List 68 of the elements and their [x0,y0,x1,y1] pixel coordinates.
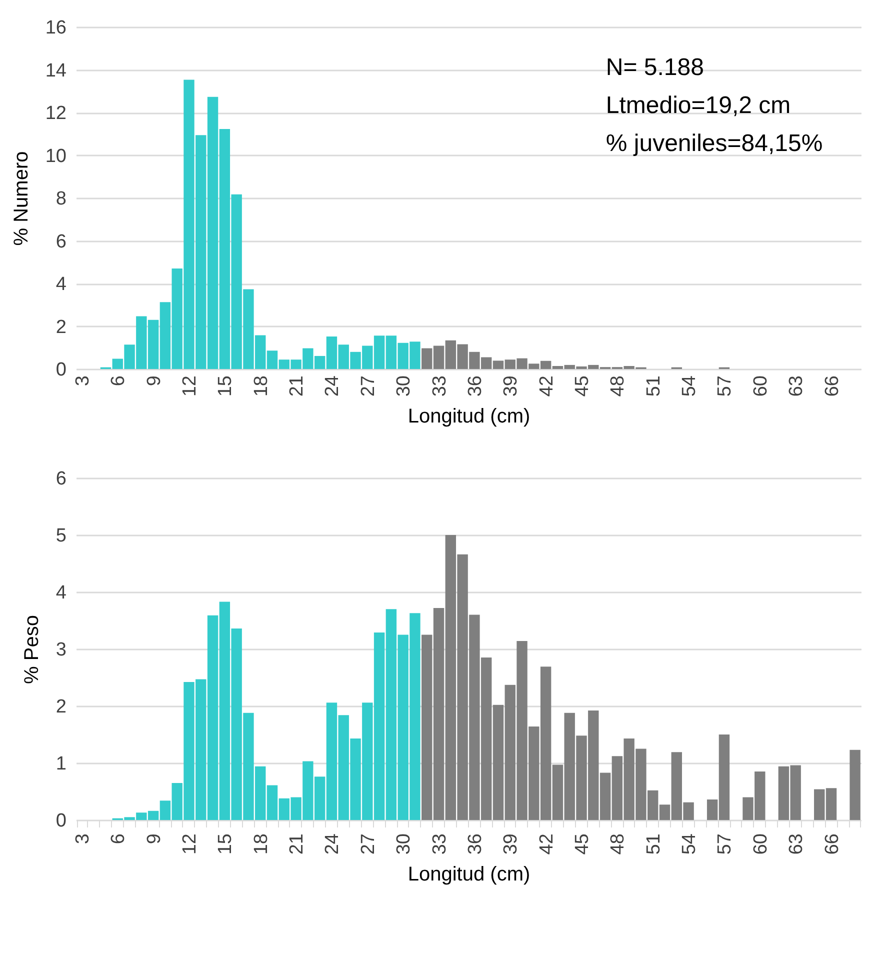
y-tick-label: 4 [56,582,67,604]
x-tick-label: 12 [179,376,200,397]
x-tick-label: 18 [250,376,272,397]
x-tick-label: 12 [179,834,200,855]
x-tick-label: 48 [608,834,629,855]
x-tick-label: 39 [500,376,522,397]
y-tick-label: 16 [45,18,66,38]
y-tick-label: 0 [56,810,66,832]
x-axis-title: Longitud (cm) [408,864,530,886]
annotation: Ltmedio=19,2 cm [606,92,791,119]
x-tick-label: 63 [786,834,808,855]
x-tick-label: 51 [643,376,664,397]
y-tick-label: 0 [56,360,66,380]
x-tick-label: 18 [250,834,272,855]
x-tick-label: 60 [750,834,772,855]
x-tick-label: 15 [215,834,236,855]
x-tick-label: 30 [394,834,415,855]
x-tick-label: 51 [643,834,664,855]
y-tick-label: 2 [56,316,66,338]
x-tick-label: 33 [429,376,450,397]
y-tick-label: 12 [45,103,66,124]
x-tick-label: 66 [822,834,843,855]
y-tick-label: 6 [56,468,66,490]
annotation: N= 5.188 [606,54,704,81]
x-tick-label: 6 [108,376,130,386]
x-tick-label: 48 [608,376,629,397]
x-tick-label: 9 [144,834,165,844]
y-tick-label: 2 [56,696,66,718]
x-tick-label: 15 [215,376,236,397]
x-tick-label: 21 [286,376,308,397]
bar [850,750,860,820]
x-tick-label: 42 [536,376,558,397]
x-tick-label: 45 [572,834,593,855]
annotation: % juveniles=84,15% [606,130,823,157]
x-tick-label: 36 [464,376,486,397]
x-tick-label: 30 [394,376,415,397]
x-tick-label: 39 [500,834,522,855]
x-tick-label: 66 [822,376,843,397]
x-tick-label: 3 [72,376,94,386]
x-tick-label: 21 [286,834,308,855]
y-tick-label: 3 [56,640,66,660]
x-tick-label: 27 [358,834,379,855]
x-tick-label: 9 [144,376,165,386]
x-tick-label: 63 [786,376,808,397]
x-tick-label: 54 [679,375,700,397]
y-tick-label: 1 [56,754,66,774]
x-tick-label: 45 [572,376,593,397]
x-tick-label: 27 [358,376,379,397]
x-tick-label: 42 [536,834,558,855]
x-tick-label: 60 [750,376,772,397]
y-tick-label: 4 [56,274,67,295]
x-axis-title: Longitud (cm) [408,406,530,428]
x-tick-label: 33 [429,834,450,855]
x-tick-label: 24 [322,833,344,855]
y-axis-title: % Peso [20,615,43,684]
x-tick-label: 3 [72,834,94,844]
x-tick-label: 57 [714,376,736,397]
x-tick-label: 36 [464,834,486,855]
x-tick-label: 57 [714,834,736,855]
x-tick-label: 6 [108,834,130,844]
y-tick-label: 8 [56,188,66,210]
y-tick-label: 14 [45,60,67,82]
y-tick-label: 6 [56,231,66,252]
y-axis-title: % Numero [10,151,32,246]
y-tick-label: 10 [45,146,66,167]
x-tick-label: 54 [679,833,700,855]
y-tick-label: 5 [56,526,66,546]
x-tick-label: 24 [322,375,344,397]
